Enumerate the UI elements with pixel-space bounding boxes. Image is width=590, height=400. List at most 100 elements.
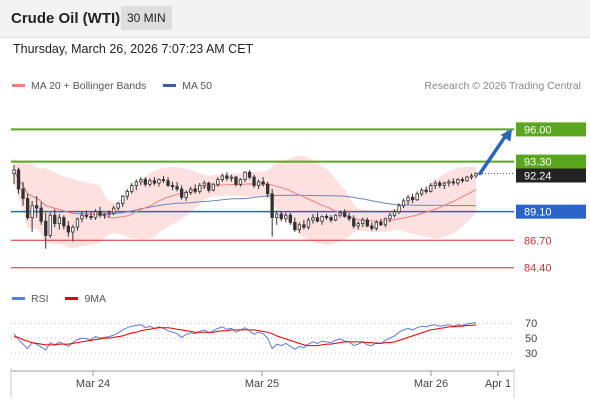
- candle-body: [451, 181, 456, 184]
- candle-body: [447, 181, 451, 184]
- candle-body: [433, 182, 437, 186]
- candle: [442, 181, 447, 189]
- candle: [419, 187, 424, 197]
- candle-body: [80, 214, 84, 220]
- candle-body: [66, 225, 70, 233]
- candle: [143, 177, 148, 187]
- candle: [48, 212, 52, 238]
- candle: [53, 209, 57, 228]
- legend-ma20-swatch: [12, 83, 25, 87]
- candle: [193, 184, 197, 194]
- interval-badge[interactable]: 30 MIN: [121, 6, 172, 30]
- candle-body: [234, 176, 238, 185]
- x-tick-label: Apr 1: [485, 378, 511, 390]
- candle-body: [202, 182, 206, 186]
- candle-body: [188, 188, 193, 193]
- legend-rsi-label: RSI: [31, 293, 49, 305]
- rsi-legend: RSI 9MA: [12, 293, 120, 305]
- candle-body: [388, 214, 392, 220]
- candle-body: [410, 196, 415, 201]
- candle: [157, 178, 161, 187]
- candle-body: [44, 220, 48, 236]
- candle-body: [333, 214, 338, 221]
- candle: [451, 178, 456, 186]
- legend-9ma: 9MA: [65, 293, 106, 305]
- legend-ma20-label: MA 20 + Bollinger Bands: [31, 80, 147, 92]
- rsi-tick-70: 70: [525, 318, 537, 330]
- candle-body: [374, 221, 379, 229]
- candle: [288, 212, 293, 225]
- legend-ma50: MA 50: [163, 80, 212, 92]
- candle-body: [265, 183, 270, 195]
- candle-body: [57, 217, 61, 225]
- candle: [342, 209, 347, 218]
- candle: [324, 214, 329, 220]
- candle: [293, 217, 297, 232]
- candle-body: [342, 212, 347, 217]
- candle: [352, 215, 356, 229]
- x-tick-label: Mar 25: [245, 378, 279, 390]
- candle-body: [442, 182, 447, 186]
- projection-arrow-head: [500, 129, 512, 142]
- candle: [116, 202, 120, 211]
- candle-body: [16, 169, 21, 190]
- candle-body: [161, 179, 166, 182]
- candle: [220, 173, 225, 182]
- level-label-93.30: 93.30: [516, 154, 586, 169]
- candle-body: [370, 225, 374, 229]
- candle-body: [184, 192, 188, 198]
- x-tick-label: Mar 26: [414, 378, 448, 390]
- candle-body: [30, 205, 34, 218]
- candle: [279, 211, 283, 222]
- legend-ma50-swatch: [163, 83, 177, 87]
- candle: [184, 190, 188, 201]
- rsi-tick-30: 30: [525, 348, 537, 360]
- candle: [103, 212, 107, 219]
- candle-body: [392, 211, 397, 216]
- current-price-label: 92.24: [516, 168, 586, 183]
- candle: [130, 183, 134, 194]
- copyright-text: Research © 2026 Trading Central: [424, 80, 581, 92]
- candle: [35, 196, 39, 218]
- price-legend: MA 20 + Bollinger Bands MA 50: [12, 80, 226, 92]
- candle-body: [424, 189, 428, 192]
- candle-body: [356, 223, 360, 227]
- candle: [320, 215, 324, 225]
- candle: [401, 198, 406, 209]
- header-bar: Crude Oil (WTI) 30 MIN: [0, 0, 590, 38]
- candle: [66, 221, 70, 237]
- candle-body: [39, 207, 43, 222]
- candle: [139, 177, 143, 186]
- candle-body: [198, 184, 202, 192]
- candle-body: [306, 219, 311, 228]
- candle-body: [379, 221, 383, 226]
- candle: [465, 175, 469, 182]
- rsi-tick-50: 50: [525, 333, 537, 345]
- candle-body: [48, 214, 52, 236]
- candle-body: [179, 188, 184, 198]
- bollinger-band: [14, 155, 476, 248]
- candle: [179, 185, 184, 200]
- candle: [338, 210, 342, 218]
- candle: [297, 222, 302, 234]
- candle: [306, 217, 311, 230]
- candle: [469, 173, 474, 180]
- candle: [21, 181, 25, 206]
- candle-body: [383, 218, 388, 226]
- level-label-84.40-text: 84.40: [524, 263, 552, 275]
- timestamp: Thursday, March 26, 2026 7:07:23 AM CET: [13, 42, 254, 56]
- candle: [247, 169, 252, 180]
- candle: [252, 174, 256, 188]
- candle: [207, 181, 211, 193]
- candle: [361, 217, 365, 228]
- candle-body: [166, 180, 170, 186]
- candle: [16, 167, 21, 194]
- candle-body: [469, 175, 474, 178]
- candle-body: [170, 184, 175, 187]
- candle-body: [143, 179, 148, 185]
- candle-body: [225, 175, 229, 179]
- candle: [460, 177, 465, 184]
- candle-body: [98, 211, 102, 216]
- candle: [198, 183, 202, 194]
